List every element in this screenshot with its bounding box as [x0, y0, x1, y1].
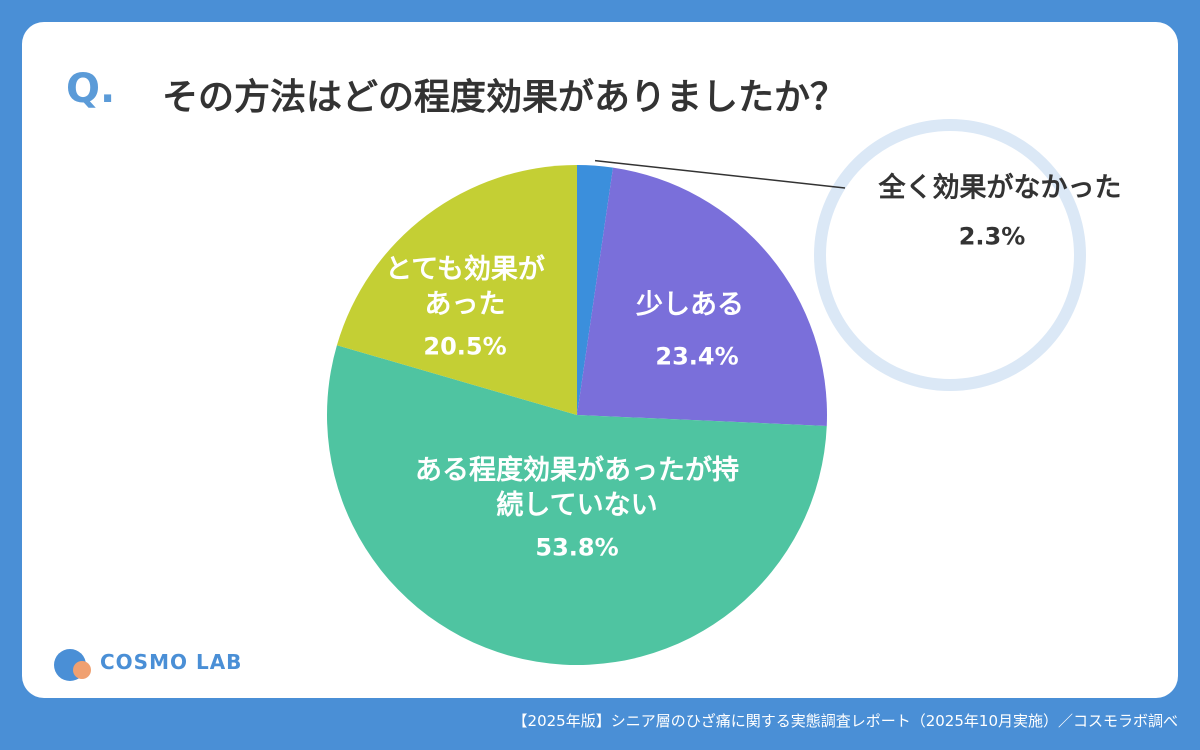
value-label: 2.3%	[958, 222, 1026, 251]
logo-icon	[73, 661, 91, 679]
value-label: 23.4%	[655, 342, 739, 371]
category-label: ある程度効果があったが持続していない	[415, 454, 739, 521]
pie-slice	[327, 345, 827, 665]
question-prefix: Q.	[66, 66, 116, 112]
category-label: 全く効果がなかった	[878, 172, 1122, 204]
category-label: 少しある	[636, 289, 744, 321]
value-label: 53.8%	[535, 533, 619, 562]
pie-slice	[577, 165, 614, 415]
category-label: とても効果があった	[385, 253, 545, 320]
chart-title: その方法はどの程度効果がありましたか？	[162, 77, 847, 118]
leader-line	[594, 159, 846, 189]
value-label: 20.5%	[423, 332, 507, 361]
pie-slice	[336, 165, 577, 415]
source-note: 【2025年版】シニア層のひざ痛に関する実態調査レポート（2025年10月実施）…	[512, 712, 1178, 730]
decor-icon	[814, 119, 1086, 391]
pie-slice	[577, 167, 827, 426]
logo-text: COSMO LAB	[100, 650, 243, 674]
